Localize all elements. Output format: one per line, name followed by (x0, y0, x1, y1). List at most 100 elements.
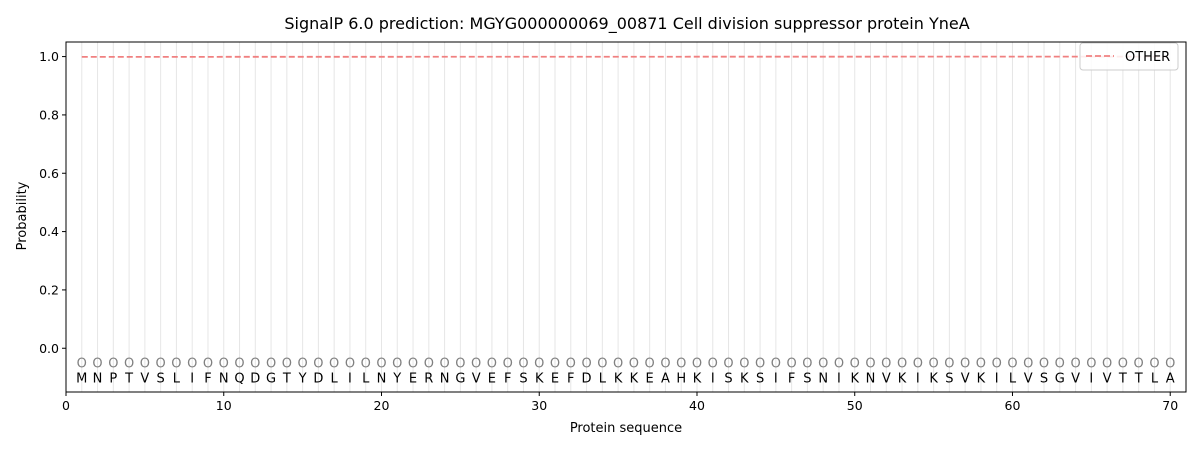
predicted-label-53: O (897, 356, 907, 371)
residue-letter-52: V (882, 371, 891, 386)
residue-letter-66: V (1103, 371, 1112, 386)
predicted-label-1: O (77, 356, 87, 371)
predicted-label-7: O (171, 356, 181, 371)
plot-frame (65, 41, 1187, 393)
predicted-label-33: O (581, 356, 591, 371)
x-axis-label: Protein sequence (570, 421, 682, 436)
residue-letter-56: S (945, 371, 953, 386)
legend: OTHER (1079, 42, 1179, 71)
predicted-label-69: O (1149, 356, 1159, 371)
y-tick-label-5: 1.0 (39, 49, 59, 64)
residue-letter-64: V (1071, 371, 1080, 386)
residue-letter-11: Q (234, 371, 244, 386)
predicted-label-66: O (1102, 356, 1112, 371)
predicted-label-61: O (1023, 356, 1033, 371)
chart-title: SignalP 6.0 prediction: MGYG000000069_00… (284, 14, 969, 34)
residue-letter-14: T (282, 371, 291, 386)
predicted-label-46: O (787, 356, 797, 371)
x-axis-ticks: 0 10 20 30 40 50 60 70 (62, 392, 1178, 413)
residue-letter-42: S (724, 371, 732, 386)
predicted-label-48: O (818, 356, 828, 371)
residue-letter-58: K (977, 371, 986, 386)
residue-letter-37: E (646, 371, 654, 386)
x-tick-label-10: 10 (216, 398, 232, 413)
predicted-label-40: O (692, 356, 702, 371)
predicted-label-26: O (471, 356, 481, 371)
residue-letter-70: A (1166, 371, 1175, 386)
y-tick-label-1: 0.2 (39, 282, 59, 297)
predicted-label-2: O (92, 356, 102, 371)
residue-letter-21: Y (392, 371, 401, 386)
predicted-label-58: O (976, 356, 986, 371)
predicted-label-42: O (723, 356, 733, 371)
predicted-label-6: O (156, 356, 166, 371)
residue-letter-12: D (250, 371, 260, 386)
residue-letter-6: S (157, 371, 165, 386)
residue-letter-38: A (661, 371, 670, 386)
predicted-label-38: O (660, 356, 670, 371)
predicted-label-50: O (850, 356, 860, 371)
predicted-label-39: O (676, 356, 686, 371)
residue-letter-41: I (711, 371, 715, 386)
predicted-label-43: O (739, 356, 749, 371)
predicted-label-51: O (865, 356, 875, 371)
residue-letter-4: T (124, 371, 133, 386)
residue-letter-48: N (818, 371, 828, 386)
residue-letter-25: G (455, 371, 465, 386)
predicted-label-9: O (203, 356, 213, 371)
predicted-label-49: O (834, 356, 844, 371)
residue-letter-23: R (424, 371, 433, 386)
residue-letter-8: I (190, 371, 194, 386)
predicted-label-35: O (613, 356, 623, 371)
predicted-label-5: O (140, 356, 150, 371)
residue-letter-15: Y (298, 371, 307, 386)
residue-letter-45: I (774, 371, 778, 386)
residue-letter-61: V (1024, 371, 1033, 386)
predicted-label-20: O (376, 356, 386, 371)
residue-letter-36: K (630, 371, 639, 386)
residue-grid (81, 42, 1171, 392)
y-tick-label-2: 0.4 (39, 224, 59, 239)
predicted-label-32: O (566, 356, 576, 371)
predicted-label-25: O (455, 356, 465, 371)
residue-letter-3: P (109, 371, 117, 386)
residue-letter-22: E (409, 371, 417, 386)
residue-letter-60: L (1009, 371, 1017, 386)
residue-letter-27: E (488, 371, 496, 386)
predicted-label-70: O (1165, 356, 1175, 371)
predicted-label-30: O (534, 356, 544, 371)
predicted-label-67: O (1118, 356, 1128, 371)
x-tick-label-20: 20 (374, 398, 390, 413)
predicted-label-14: O (282, 356, 292, 371)
predicted-label-64: O (1070, 356, 1080, 371)
residue-letter-55: K (929, 371, 938, 386)
residue-letter-17: L (331, 371, 339, 386)
x-tick-label-60: 60 (1005, 398, 1021, 413)
predicted-label-8: O (187, 356, 197, 371)
residue-letter-10: N (219, 371, 229, 386)
predicted-label-54: O (913, 356, 923, 371)
residue-letter-69: L (1151, 371, 1159, 386)
predicted-label-3: O (108, 356, 118, 371)
predicted-label-18: O (345, 356, 355, 371)
predicted-label-65: O (1086, 356, 1096, 371)
predicted-label-52: O (881, 356, 891, 371)
predicted-label-37: O (645, 356, 655, 371)
residue-letter-7: L (173, 371, 181, 386)
predicted-label-36: O (629, 356, 639, 371)
residue-letter-47: S (803, 371, 811, 386)
residue-letter-29: S (519, 371, 527, 386)
residue-labels: OMONOPOTOVOSOLOIOFONOQODOGOTOYODOLOIOLON… (76, 356, 1175, 386)
residue-letter-5: V (140, 371, 149, 386)
residue-letter-2: N (93, 371, 103, 386)
x-tick-label-50: 50 (847, 398, 863, 413)
y-axis-ticks: 0.0 0.2 0.4 0.6 0.8 1.0 (39, 49, 66, 356)
residue-letter-24: N (440, 371, 450, 386)
residue-letter-46: F (788, 371, 795, 386)
predicted-label-11: O (234, 356, 244, 371)
y-tick-label-4: 0.8 (39, 107, 59, 122)
residue-letter-32: F (567, 371, 574, 386)
predicted-label-34: O (597, 356, 607, 371)
residue-letter-9: F (204, 371, 211, 386)
